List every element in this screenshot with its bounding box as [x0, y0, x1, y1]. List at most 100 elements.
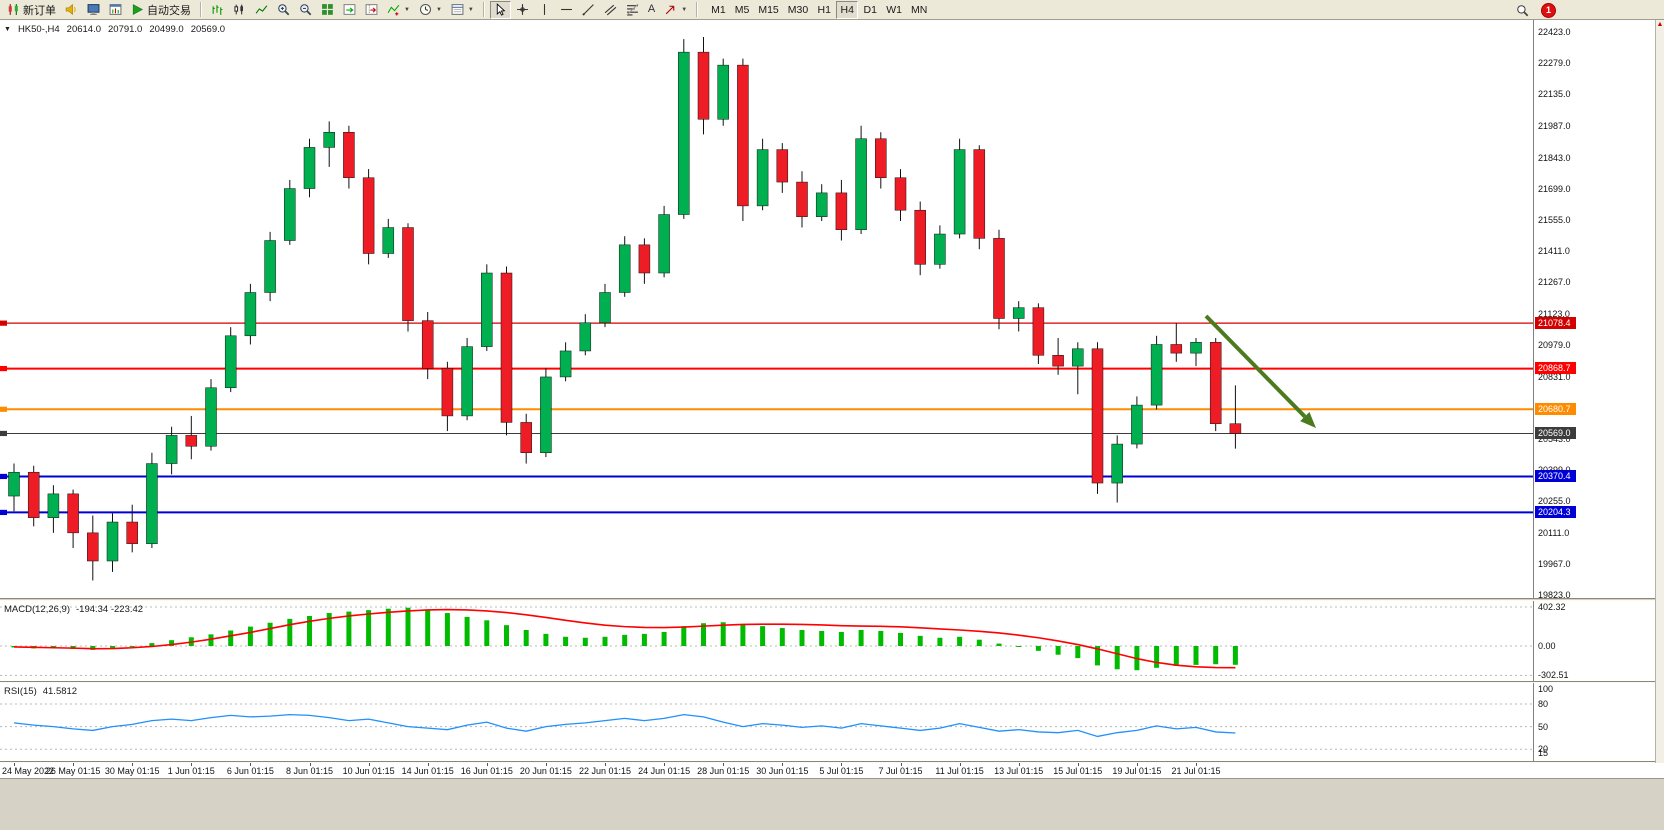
level-handle[interactable] [0, 406, 7, 412]
candle-body [1032, 307, 1045, 356]
timeframe-D1[interactable]: D1 [859, 1, 881, 19]
candle-body [1190, 342, 1202, 354]
macd-bar [641, 633, 647, 646]
timeframe-W1[interactable]: W1 [882, 1, 906, 19]
rsi-canvas[interactable] [0, 683, 1533, 761]
candle-body [638, 244, 651, 274]
date-label: 24 Jun 01:15 [638, 766, 691, 776]
candle-body [678, 51, 690, 215]
candle-body [737, 64, 749, 207]
timeframe-M30[interactable]: M30 [784, 1, 812, 19]
panel-splitter[interactable] [0, 598, 1664, 601]
cursor-tool-button[interactable] [489, 0, 511, 19]
macd-bar [346, 611, 352, 646]
bar-chart-button[interactable] [207, 1, 228, 19]
chart-menu-icon[interactable]: ▼ [4, 26, 11, 33]
chart-shift-button[interactable] [361, 1, 382, 19]
text-tool-button[interactable]: A [644, 1, 659, 19]
auto-scroll-icon [343, 4, 356, 15]
level-handle[interactable] [0, 509, 7, 516]
tile-windows-button[interactable] [317, 1, 338, 19]
candle-body [559, 350, 572, 378]
chart-area[interactable]: ▼ HK50-,H4 20614.0 20791.0 20499.0 20569… [0, 20, 1533, 598]
level-handle[interactable] [0, 473, 7, 480]
macd-bar [838, 631, 844, 646]
channel-tool-button[interactable] [600, 1, 621, 19]
macd-canvas[interactable] [0, 601, 1533, 681]
date-label: 6 Jun 01:15 [226, 766, 274, 776]
zoom-in-button[interactable] [273, 1, 294, 19]
date-tick [1136, 763, 1138, 766]
new-order-label: 新订单 [23, 4, 56, 17]
main-chart-canvas[interactable] [0, 20, 1533, 598]
candle-body [461, 346, 473, 417]
candle-body [185, 435, 198, 447]
timeframe-M5[interactable]: M5 [731, 1, 754, 19]
candle-body [618, 244, 631, 293]
clock-icon [419, 3, 431, 16]
timeframe-M15[interactable]: M15 [754, 1, 782, 19]
panel-splitter[interactable] [0, 761, 1664, 763]
candle-body [303, 147, 316, 189]
new-order-button[interactable]: 新订单 [3, 1, 60, 19]
candle-body [1111, 443, 1123, 484]
templates-button[interactable]: ▼ [447, 1, 478, 19]
candle-body [894, 177, 907, 211]
window-bottom-strip [0, 778, 1664, 830]
level-handle[interactable] [0, 320, 7, 326]
timeframe-M1[interactable]: M1 [707, 1, 730, 19]
search-button[interactable] [1512, 1, 1533, 19]
candle-body [697, 51, 710, 120]
notification-badge[interactable]: 1 [1541, 3, 1556, 18]
terminal-button[interactable] [105, 1, 126, 19]
timeframe-group: M1 M5 M15 M30 H1 H4 D1 W1 MN [707, 0, 931, 19]
crosshair-tool-button[interactable] [512, 1, 533, 19]
candle-body [815, 192, 828, 217]
timeframe-H4[interactable]: H4 [836, 0, 859, 19]
timeframe-MN[interactable]: MN [907, 1, 931, 19]
horn-icon [65, 4, 76, 15]
vertical-line-tool-button[interactable] [534, 1, 555, 19]
close-value: 20569.0 [190, 24, 226, 35]
macd-bar [1173, 646, 1179, 666]
level-handle[interactable] [0, 430, 7, 437]
panel-splitter[interactable] [0, 681, 1664, 683]
auto-trading-button[interactable]: 自动交易 [127, 1, 195, 19]
date-label: 24 May 2022 [2, 766, 55, 776]
vertical-scrollbar[interactable]: ▲ [1655, 20, 1664, 763]
macd-bar [169, 640, 175, 646]
trend-arrow[interactable] [1204, 314, 1307, 418]
macd-bar [267, 622, 273, 646]
date-tick [605, 763, 606, 766]
macd-bar [1232, 646, 1238, 665]
auto-scroll-button[interactable] [339, 1, 360, 19]
date-axis[interactable]: 24 May 2022 26 May 01:15 30 May 01:15 1 Jun… [0, 763, 1664, 778]
periods-button[interactable]: ▼ [415, 1, 446, 19]
candle-body [599, 292, 611, 324]
date-label: 16 Jun 01:15 [460, 766, 513, 776]
fibonacci-tool-button[interactable] [622, 1, 643, 19]
date-label: 1 Jun 01:15 [167, 766, 215, 776]
horizontal-line-icon [560, 8, 572, 11]
macd-bar [129, 646, 135, 647]
candle-body [756, 149, 769, 207]
macd-axis-label: 402.32 [1538, 602, 1566, 612]
timeframe-H1[interactable]: H1 [813, 1, 835, 19]
indicators-button[interactable]: ▼ [383, 1, 414, 19]
arrows-tool-button[interactable]: ▼ [660, 1, 691, 19]
candle-body [264, 240, 276, 293]
horizontal-line-tool-button[interactable] [556, 1, 577, 19]
price-axis-label: 22279.0 [1538, 58, 1571, 69]
zoom-out-button[interactable] [295, 1, 316, 19]
rsi-axis-label: 50 [1538, 721, 1549, 732]
line-chart-button[interactable] [251, 1, 272, 19]
trendline-tool-button[interactable] [578, 1, 599, 19]
date-tick [900, 763, 902, 766]
line-chart-icon [255, 5, 268, 14]
market-watch-button[interactable] [83, 1, 104, 19]
candlestick-chart-button[interactable] [229, 1, 250, 19]
sound-button[interactable] [61, 1, 82, 19]
indicators-icon [387, 4, 400, 16]
macd-bar [917, 635, 923, 646]
level-handle[interactable] [0, 365, 7, 372]
